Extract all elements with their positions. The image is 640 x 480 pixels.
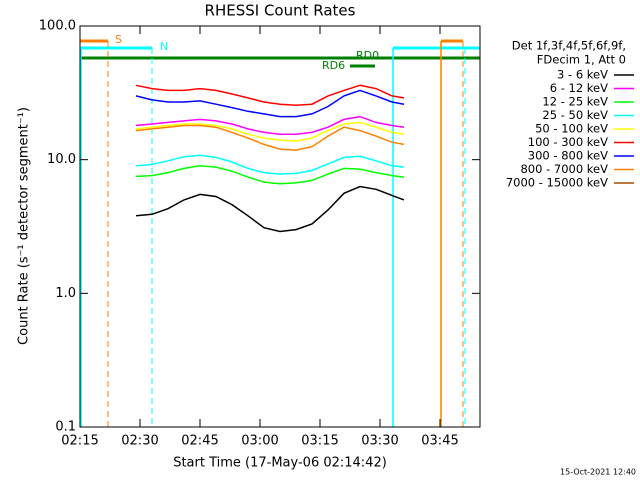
annotation: RD6 [322,59,345,72]
legend-label: 12 - 25 keV [542,95,608,109]
x-tick-label: 03:45 [421,434,458,449]
y-tick-label: 0.1 [55,420,76,435]
y-tick-label: 100.0 [39,19,76,34]
legend-label: 6 - 12 keV [550,81,608,95]
indicators [80,39,480,427]
series-line [135,124,405,151]
legend-label: 7000 - 15000 keV [506,176,608,190]
x-axis-label: Start Time (17-May-06 02:14:42) [173,456,387,471]
x-tick-label: 03:15 [301,434,338,449]
chart-title: RHESSI Count Rates [205,2,356,20]
footer: 15-Oct-2021 12:40 [560,468,636,477]
y-tick-label: 1.0 [55,286,76,301]
x-tick-label: 03:00 [241,434,278,449]
legend-label: 3 - 6 keV [557,68,608,82]
y-tick-label: 10.0 [47,152,76,167]
legend-label: 100 - 300 keV [528,135,608,149]
series-line [135,121,405,142]
annotation: S [115,33,122,46]
x-tick-label: 03:30 [361,434,398,449]
series-line [135,84,405,107]
legend-header: FDecim 1, Att 0 [537,53,626,67]
x-tick-label: 02:30 [121,434,158,449]
series-line [135,115,405,135]
legend-label: 50 - 100 keV [535,122,608,136]
plot-frame [79,25,481,428]
x-tick-label: 02:15 [61,434,98,449]
annotation: RD0 [356,49,379,62]
legend-label: 300 - 800 keV [528,149,608,163]
series-line [135,165,405,185]
series-line [135,154,405,175]
series-line [135,185,405,233]
y-axis-label: Count Rate (s⁻¹ detector segment⁻¹) [17,107,32,345]
x-tick-label: 02:45 [181,434,218,449]
legend-label: 800 - 7000 keV [520,162,608,176]
legend-label: 25 - 50 keV [542,108,608,122]
series-line [135,89,405,118]
annotation: N [160,40,168,53]
legend-header: Det 1f,3f,4f,5f,6f,9f, [512,39,626,53]
